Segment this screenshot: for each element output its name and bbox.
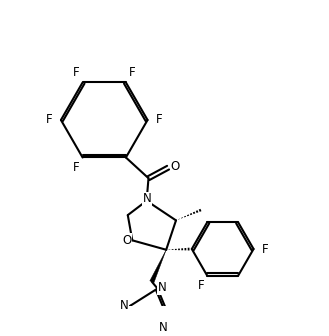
Text: O: O — [170, 160, 180, 173]
Text: F: F — [156, 114, 163, 126]
Text: F: F — [198, 279, 205, 292]
Polygon shape — [150, 250, 166, 283]
Text: F: F — [73, 66, 80, 79]
Text: O: O — [122, 234, 132, 247]
Text: F: F — [262, 243, 268, 255]
Text: F: F — [129, 66, 135, 79]
Text: N: N — [120, 299, 128, 312]
Text: N: N — [159, 321, 167, 334]
Text: N: N — [158, 281, 167, 294]
Text: F: F — [46, 114, 52, 126]
Text: F: F — [73, 161, 80, 174]
Text: N: N — [143, 193, 152, 205]
